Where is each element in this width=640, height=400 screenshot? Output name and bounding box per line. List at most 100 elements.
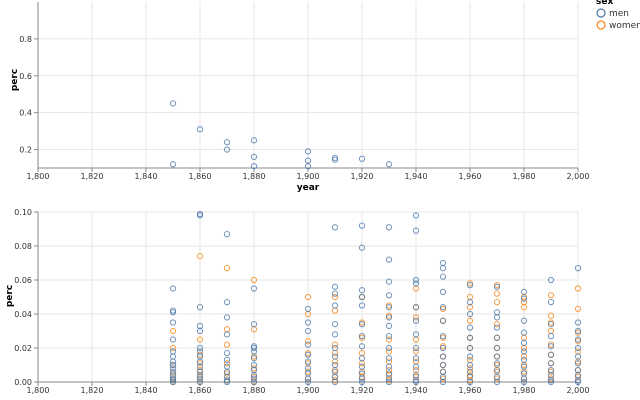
point-men xyxy=(547,360,555,367)
bottom-axes: 1,800 1,820 1,840 1,860 1,880 1,900 1,920 1,940… xyxy=(14,208,589,395)
point-men xyxy=(169,319,177,326)
point-men xyxy=(385,256,393,263)
point-women xyxy=(466,317,474,324)
top-scatter-panel: 1,800 1,820 1,840 1,860 1,880 1,900 1,920 1,940… xyxy=(10,2,589,193)
point-men xyxy=(574,264,582,272)
point-men xyxy=(574,327,582,335)
point-men xyxy=(466,378,474,386)
point-men xyxy=(169,365,177,372)
point-men xyxy=(358,355,366,362)
point-men xyxy=(439,288,447,296)
point-women xyxy=(385,336,393,343)
point-women xyxy=(493,298,501,306)
point-men xyxy=(223,298,231,306)
point-women xyxy=(547,292,555,299)
x-tick-label: 1,800 xyxy=(27,172,50,181)
point-men xyxy=(439,304,447,311)
point-men xyxy=(196,344,204,352)
point-men xyxy=(547,332,555,340)
point-men xyxy=(196,378,204,386)
point-men xyxy=(547,378,555,386)
point-men xyxy=(574,336,582,343)
point-men xyxy=(412,378,420,386)
x-tick-label: 1,960 xyxy=(459,172,482,181)
point-men xyxy=(385,332,393,340)
point-men xyxy=(385,224,393,231)
point-men xyxy=(331,373,339,381)
point-men xyxy=(412,304,420,311)
point-men xyxy=(358,332,366,340)
point-men xyxy=(304,319,312,326)
point-men xyxy=(250,137,258,144)
point-men xyxy=(358,375,366,382)
legend-item-men: men xyxy=(596,8,629,19)
point-men xyxy=(304,327,312,335)
point-men xyxy=(547,276,555,284)
point-women xyxy=(412,314,420,321)
top-y-axis-title: perc xyxy=(10,69,20,91)
point-men xyxy=(304,163,312,170)
point-men xyxy=(223,230,231,238)
point-men xyxy=(304,148,312,155)
x-tick-label: 1,900 xyxy=(297,386,320,395)
point-women xyxy=(304,338,312,345)
point-women xyxy=(223,341,231,348)
point-men xyxy=(223,363,231,370)
point-men xyxy=(250,375,258,382)
point-men xyxy=(331,378,339,386)
point-men xyxy=(412,363,420,370)
top-grid xyxy=(37,2,579,168)
point-men xyxy=(520,378,528,386)
bottom-scatter-panel: 1,800 1,820 1,840 1,860 1,880 1,900 1,920 1,940… xyxy=(5,208,589,395)
top-x-axis-title: year xyxy=(297,183,320,193)
point-men xyxy=(574,360,582,367)
point-men xyxy=(466,281,474,289)
y-tick-label: 0.6 xyxy=(19,72,32,81)
point-women xyxy=(466,365,474,372)
x-tick-label: 1,880 xyxy=(243,172,266,181)
y-tick-label: 0.2 xyxy=(19,146,32,155)
point-women xyxy=(574,305,582,313)
point-men xyxy=(385,322,393,330)
point-men xyxy=(223,314,231,321)
point-women xyxy=(574,285,582,292)
point-men xyxy=(358,378,366,386)
point-men xyxy=(385,355,393,362)
x-tick-label: 1,940 xyxy=(405,172,428,181)
y-tick-label: 0.8 xyxy=(19,35,32,44)
point-men xyxy=(331,283,339,290)
point-men xyxy=(493,334,501,341)
point-men xyxy=(358,363,366,370)
legend-label-women: women xyxy=(609,21,640,31)
point-men xyxy=(223,356,231,364)
point-men xyxy=(331,154,339,162)
point-men xyxy=(331,302,339,309)
x-tick-label: 1,900 xyxy=(297,172,320,181)
point-men xyxy=(385,161,393,168)
point-men xyxy=(385,314,393,321)
point-men xyxy=(466,334,474,341)
point-men xyxy=(358,293,366,301)
point-men xyxy=(169,285,177,292)
y-tick-label: 0.00 xyxy=(14,378,32,387)
top-points xyxy=(169,100,393,170)
legend-symbol-women xyxy=(596,20,606,30)
point-men xyxy=(304,378,312,386)
point-men xyxy=(358,321,366,328)
point-men xyxy=(520,356,528,364)
point-men xyxy=(520,339,528,347)
point-men xyxy=(331,353,339,360)
point-men xyxy=(520,329,528,336)
point-men xyxy=(331,331,339,338)
point-men xyxy=(439,368,447,375)
y-tick-label: 0.08 xyxy=(14,242,32,251)
point-men xyxy=(196,372,204,379)
point-men xyxy=(169,309,177,316)
point-women xyxy=(169,344,177,352)
point-men xyxy=(250,355,258,362)
point-men xyxy=(358,244,366,251)
point-women xyxy=(547,312,555,319)
y-tick-label: 0.4 xyxy=(19,109,32,118)
point-men xyxy=(358,302,366,309)
point-men xyxy=(169,378,177,386)
